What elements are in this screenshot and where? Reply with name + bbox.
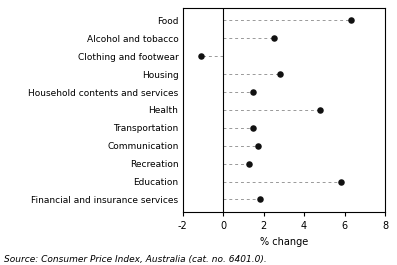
Point xyxy=(246,162,252,166)
Point xyxy=(254,144,261,148)
Point xyxy=(250,90,256,94)
Point xyxy=(198,54,204,58)
X-axis label: % change: % change xyxy=(260,237,308,247)
Text: Source: Consumer Price Index, Australia (cat. no. 6401.0).: Source: Consumer Price Index, Australia … xyxy=(4,255,267,264)
Point xyxy=(256,197,263,202)
Point xyxy=(277,72,283,76)
Point xyxy=(250,126,256,130)
Point xyxy=(317,108,324,112)
Point xyxy=(270,36,277,41)
Point xyxy=(337,179,344,184)
Point xyxy=(347,18,354,23)
